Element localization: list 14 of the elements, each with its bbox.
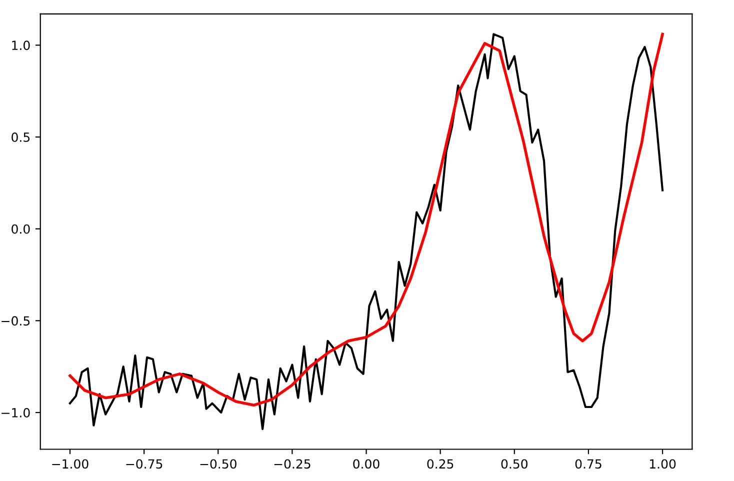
x-tick-label: 0.50 [501,459,528,469]
x-tick-label: −1.00 [52,459,88,469]
y-tick-label: 1.0 [12,40,30,50]
y-tick-label: −1.0 [2,408,30,418]
x-tick-label: −0.25 [274,459,310,469]
y-tick-label: 0.0 [12,224,30,234]
x-tick-label: 1.00 [650,459,676,469]
x-tick-label: 0.75 [575,459,602,469]
y-tick-label: 0.5 [12,132,30,142]
x-tick-label: 0.25 [427,459,454,469]
y-tick-label: −0.5 [2,316,30,326]
x-tick-label: −0.75 [126,459,162,469]
x-tick-label: −0.50 [200,459,236,469]
x-tick-label: 0.00 [353,459,380,469]
